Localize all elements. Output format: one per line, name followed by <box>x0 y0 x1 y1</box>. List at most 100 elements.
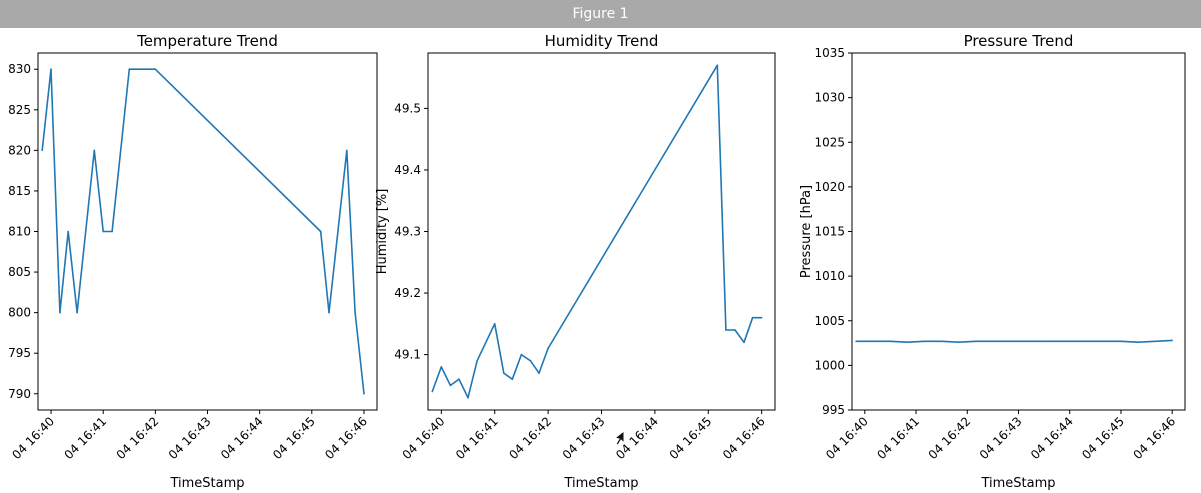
series-line <box>431 64 762 399</box>
y-tick-label: 1005 <box>814 314 845 328</box>
plot-area-frame <box>37 52 378 411</box>
x-tick-label: 04 16:42 <box>114 414 162 462</box>
data-point <box>751 316 754 319</box>
data-point <box>529 359 532 362</box>
data-point <box>76 311 78 314</box>
y-tick-label: 995 <box>822 403 845 417</box>
data-point <box>992 340 994 343</box>
data-point <box>128 68 131 71</box>
data-point <box>458 378 460 381</box>
data-point <box>1068 340 1071 343</box>
y-axis-label: Humidity [%] <box>375 189 390 275</box>
x-tick-label: 04 16:44 <box>218 414 266 462</box>
pressure-chart: Pressure Trend 995 1000 1005 1010 1015 1020 102… <box>799 32 1186 491</box>
x-tick-label: 04 16:41 <box>874 414 922 462</box>
data-point <box>493 323 496 325</box>
data-point <box>319 230 322 233</box>
window-title: Figure 1 <box>0 0 1201 28</box>
y-tick-label: 1035 <box>814 46 845 60</box>
x-tick-label: 04 16:43 <box>977 414 1025 462</box>
temperature-chart: Temperature Trend 790 795 800 805 810 815 820 82… <box>8 32 378 491</box>
x-axis-label: TimeStamp <box>980 476 1055 491</box>
y-tick-label: 1025 <box>814 135 845 149</box>
data-point <box>743 341 745 344</box>
x-tick-label: 04 16:43 <box>560 414 608 462</box>
y-tick-label: 49.5 <box>394 101 421 115</box>
x-axis-label: TimeStamp <box>169 476 244 491</box>
chart-title: Pressure Trend <box>964 32 1074 50</box>
y-tick-label: 800 <box>8 306 31 320</box>
x-tick-label: 04 16:41 <box>453 414 501 462</box>
x-tick-label: 04 16:40 <box>823 414 871 462</box>
x-tick-label: 04 16:45 <box>667 414 715 462</box>
data-point <box>511 378 514 381</box>
data-point <box>111 230 113 233</box>
data-point <box>467 396 469 399</box>
data-point <box>354 311 356 314</box>
data-point <box>503 372 505 374</box>
data-point <box>363 392 365 395</box>
data-point <box>440 366 443 368</box>
data-point <box>431 390 434 393</box>
y-tick-label: 49.4 <box>394 163 421 177</box>
data-point <box>855 340 857 343</box>
data-point <box>93 149 96 152</box>
data-point <box>59 311 61 314</box>
plot-area-frame <box>851 52 1186 411</box>
y-tick-label: 830 <box>8 62 31 76</box>
data-point <box>154 68 157 71</box>
x-tick-label: 04 16:42 <box>506 414 554 462</box>
data-point <box>547 347 549 350</box>
chart-title: Temperature Trend <box>136 32 278 50</box>
y-tick-label: 49.1 <box>394 348 421 362</box>
x-tick-label: 04 16:44 <box>1028 414 1076 462</box>
data-point <box>760 316 763 319</box>
y-tick-label: 815 <box>8 184 31 198</box>
y-tick-label: 820 <box>8 143 31 157</box>
data-point <box>940 340 943 343</box>
data-point <box>1154 340 1157 343</box>
data-point <box>923 340 926 343</box>
x-tick-label: 04 16:42 <box>926 414 974 462</box>
data-point <box>538 372 540 374</box>
figure-canvas: Temperature Trend 790 795 800 805 810 815 820 82… <box>8 32 1186 491</box>
y-tick-label: 1015 <box>814 225 845 239</box>
data-point <box>872 340 875 343</box>
data-point <box>716 64 719 67</box>
y-tick-label: 1020 <box>814 180 845 194</box>
data-point <box>906 341 909 343</box>
data-point <box>975 340 977 343</box>
data-point <box>520 353 523 356</box>
data-point <box>1171 339 1173 342</box>
x-tick-label: 04 16:46 <box>322 414 370 462</box>
y-tick-label: 1000 <box>814 358 845 372</box>
data-point <box>1017 340 1020 343</box>
data-point <box>476 359 478 362</box>
y-tick-label: 49.2 <box>394 286 421 300</box>
y-tick-label: 795 <box>8 346 31 360</box>
x-tick-label: 04 16:40 <box>400 414 448 462</box>
data-point <box>328 311 330 314</box>
x-axis-label: TimeStamp <box>563 476 638 491</box>
x-tick-label: 04 16:46 <box>720 414 768 462</box>
y-tick-label: 49.3 <box>394 225 421 239</box>
data-point <box>67 230 70 233</box>
y-axis-label: Pressure [hPa] <box>799 185 814 278</box>
x-tick-label: 04 16:45 <box>270 414 318 462</box>
x-tick-label: 04 16:45 <box>1079 414 1127 462</box>
data-point <box>957 341 960 343</box>
data-point <box>889 340 892 343</box>
data-point <box>102 230 104 233</box>
y-tick-label: 1010 <box>814 269 845 283</box>
x-tick-label: 04 16:46 <box>1130 414 1178 462</box>
data-point <box>449 384 452 387</box>
data-point <box>1043 340 1045 343</box>
data-point <box>41 149 43 152</box>
x-tick-label: 04 16:41 <box>61 414 109 462</box>
series-line <box>41 68 365 394</box>
chart-title: Humidity Trend <box>545 32 659 50</box>
y-tick-label: 825 <box>8 103 31 117</box>
data-point <box>734 329 736 331</box>
y-tick-label: 810 <box>8 225 31 239</box>
y-tick-label: 790 <box>8 387 31 401</box>
